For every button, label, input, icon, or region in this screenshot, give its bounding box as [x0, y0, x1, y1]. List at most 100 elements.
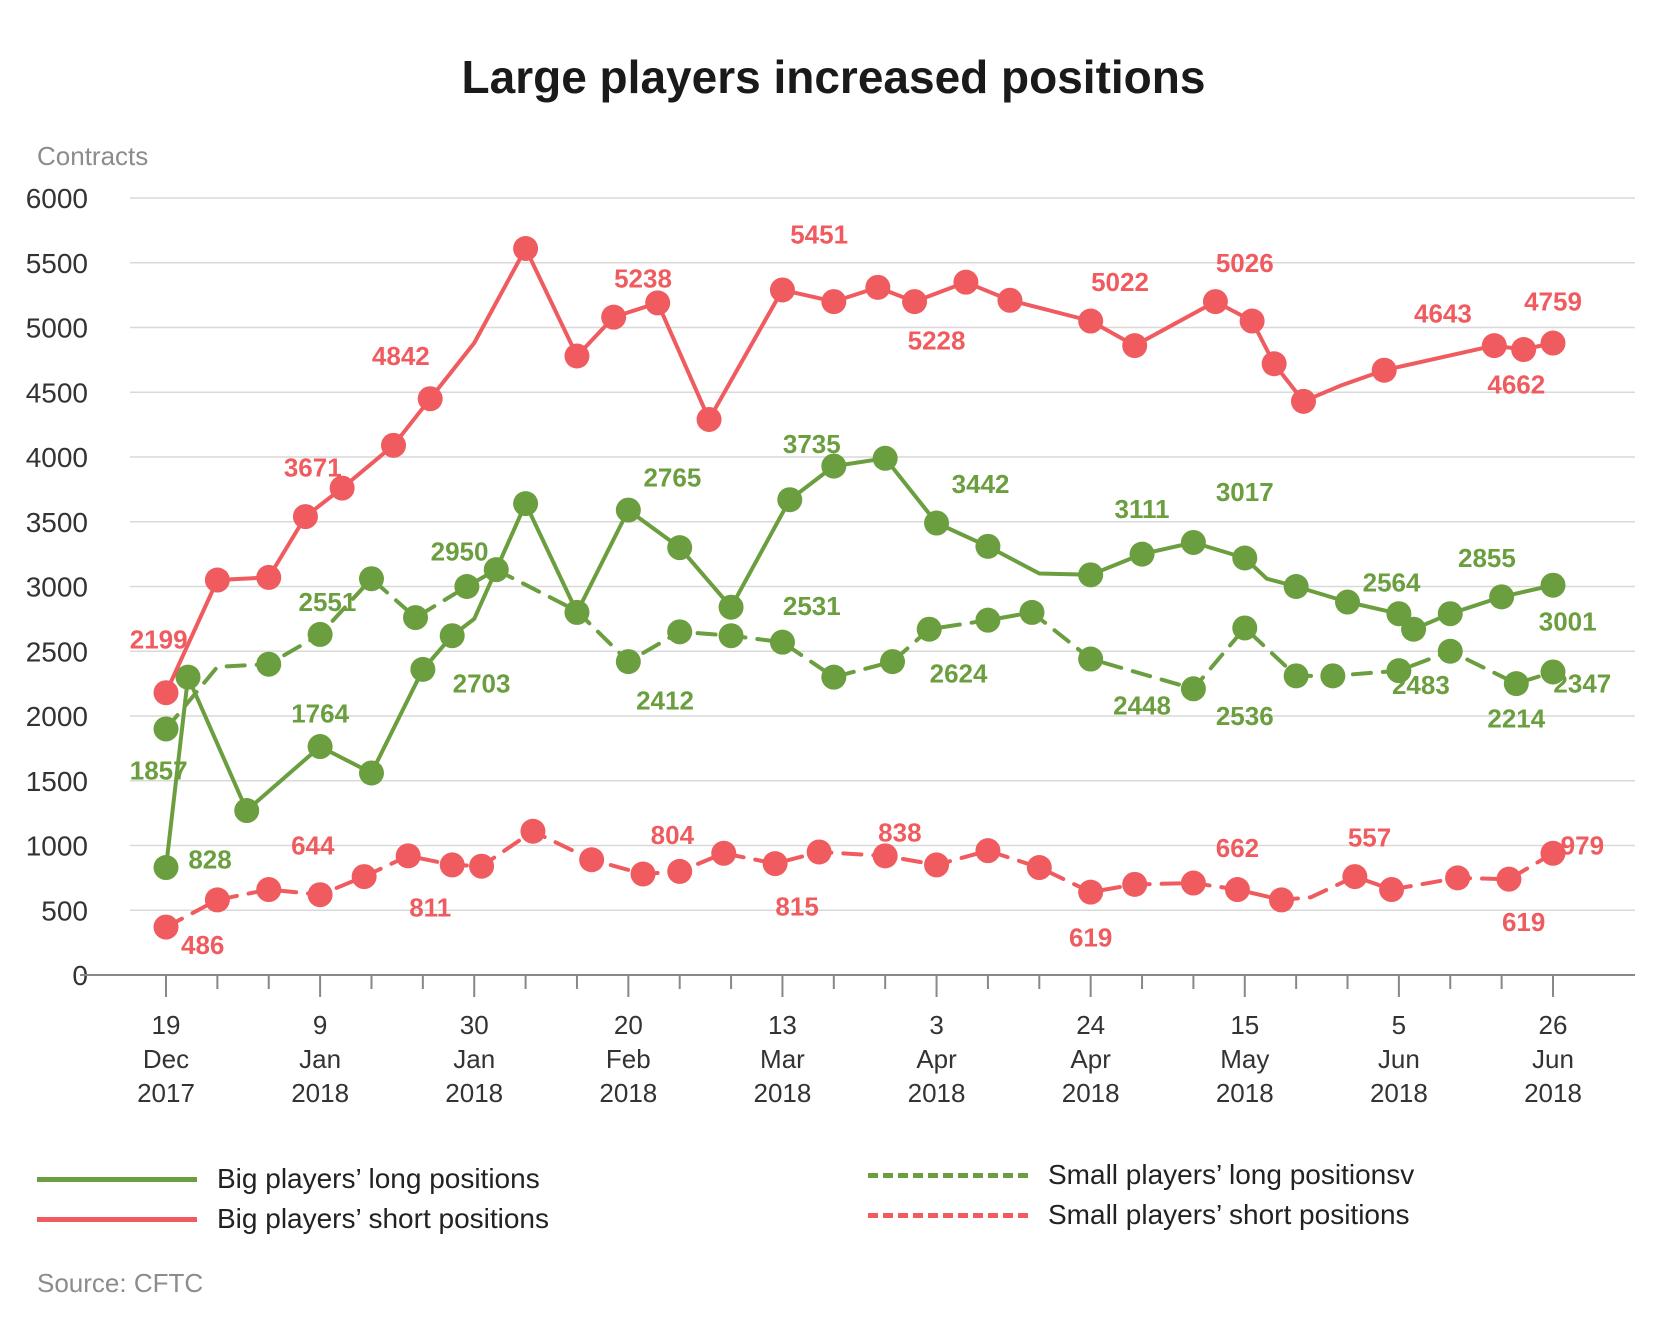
data-point-small-short [630, 861, 656, 887]
gridlines [130, 197, 1635, 911]
data-point-small-long [1320, 663, 1346, 689]
data-point-big-short [417, 386, 443, 412]
y-tick-label: 5000 [26, 313, 88, 344]
x-tick-label: 9 [313, 1010, 327, 1040]
data-point-big-long [1232, 545, 1258, 571]
data-label-small-short: 644 [291, 831, 335, 861]
data-point-big-short [601, 304, 627, 330]
data-point-big-short [1122, 333, 1148, 359]
y-tick-label: 5500 [26, 248, 88, 279]
legend-label-big-long: Big players’ long positions [217, 1163, 540, 1194]
legend-swatch-big-short [37, 1216, 197, 1222]
y-tick-label: 2500 [26, 636, 88, 667]
series-line-big-short [164, 246, 1555, 695]
data-point-big-short [645, 290, 671, 316]
data-label-big-short: 4842 [372, 341, 430, 371]
data-point-small-short [153, 914, 179, 940]
data-label-big-short: 5451 [790, 219, 848, 249]
x-tick-label: Apr [916, 1044, 957, 1074]
data-point-small-long [307, 621, 333, 647]
data-point-big-short [1290, 388, 1316, 414]
data-point-small-short [395, 843, 421, 869]
data-label-small-long: 2448 [1113, 691, 1171, 721]
data-point-big-long [821, 453, 847, 479]
data-label-big-short: 4662 [1487, 369, 1545, 399]
data-point-small-short [1540, 840, 1566, 866]
x-tick-label: 15 [1230, 1010, 1259, 1040]
x-tick-label: 30 [460, 1010, 489, 1040]
data-point-small-short [307, 882, 333, 908]
data-label-big-short: 5026 [1216, 248, 1274, 278]
legend-label-small-long: Small players’ long positionsv [1048, 1159, 1415, 1190]
data-point-small-short [975, 838, 1001, 864]
data-point-small-short [579, 847, 605, 873]
data-point-big-short [1239, 308, 1265, 334]
data-point-small-short [1496, 866, 1522, 892]
data-point-big-long [1386, 601, 1412, 627]
data-point-small-short [256, 877, 282, 903]
data-point-small-long [916, 616, 942, 642]
data-point-small-long [454, 574, 480, 599]
data-point-small-long [1386, 658, 1412, 684]
data-point-big-long [358, 760, 384, 786]
data-label-big-long: 2703 [453, 669, 511, 699]
data-point-big-long [1540, 572, 1566, 598]
data-point-big-long [924, 510, 950, 536]
data-point-small-short [1026, 855, 1052, 881]
data-label-big-short: 2199 [130, 625, 188, 655]
x-tick-label: Jan [299, 1044, 341, 1074]
x-tick-label: 2018 [1216, 1078, 1274, 1108]
legend-swatch-small-long [868, 1172, 1028, 1178]
data-point-small-short [872, 843, 898, 869]
y-tick-label: 4000 [26, 442, 88, 473]
x-tick-label: 2018 [754, 1078, 812, 1108]
x-tick-label: 2018 [445, 1078, 503, 1108]
data-point-small-long [358, 566, 384, 592]
data-label-big-short: 4759 [1524, 287, 1582, 317]
data-point-small-short [1122, 871, 1148, 897]
data-label-big-long: 3442 [952, 469, 1010, 499]
y-tick-label: 4500 [26, 377, 88, 408]
x-tick-label: 26 [1539, 1010, 1568, 1040]
data-label-big-short: 4643 [1414, 298, 1472, 328]
y-tick-label: 1000 [26, 831, 88, 862]
y-tick-label: 6000 [26, 183, 88, 214]
data-point-small-short [469, 853, 495, 879]
data-point-big-long [1283, 574, 1309, 599]
data-point-small-short [204, 887, 230, 913]
data-point-big-short [1078, 308, 1104, 334]
data-point-big-long [483, 557, 509, 583]
data-label-small-short: 979 [1561, 831, 1604, 861]
y-tick-label: 2000 [26, 701, 88, 732]
legend-label-big-short: Big players’ short positions [217, 1203, 550, 1234]
x-tick-label: Dec [143, 1044, 189, 1074]
data-point-small-long [1540, 659, 1566, 685]
x-tick-label: 13 [768, 1010, 797, 1040]
data-point-small-short [1379, 877, 1405, 903]
x-tick-label: 2018 [1062, 1078, 1120, 1108]
data-point-big-short [564, 343, 590, 369]
legend-swatch-small-short [868, 1212, 1028, 1218]
source-note: Source: CFTC [37, 1268, 204, 1298]
data-point-small-short [667, 858, 693, 884]
data-point-big-short [821, 289, 847, 315]
x-tick-label: 2018 [1370, 1078, 1428, 1108]
data-point-big-short [256, 564, 282, 590]
data-point-big-short [997, 287, 1023, 313]
data-point-big-short [865, 274, 891, 300]
x-tick-label: 2017 [137, 1078, 195, 1108]
data-point-big-long [175, 664, 201, 690]
data-point-small-short [762, 851, 788, 877]
chart-title: Large players increased positions [461, 51, 1206, 103]
data-point-big-long [1401, 616, 1427, 642]
series-line-small-long [164, 567, 1555, 731]
data-point-small-long [975, 607, 1001, 633]
data-point-small-long [256, 651, 282, 677]
data-point-small-short [351, 864, 377, 890]
data-label-small-short: 619 [1502, 907, 1545, 937]
data-point-big-long [718, 594, 744, 620]
x-tick-label: 3 [929, 1010, 943, 1040]
y-tick-label: 3500 [26, 507, 88, 538]
data-point-big-long [667, 535, 693, 561]
